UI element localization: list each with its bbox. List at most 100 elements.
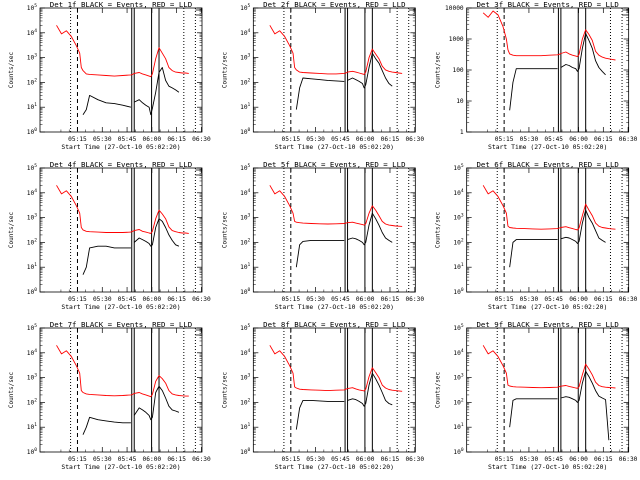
y-axis-label: Counts/sec <box>221 52 228 89</box>
y-axis-label: Counts/sec <box>8 212 15 249</box>
x-tick-label: 06:30 <box>619 136 638 143</box>
panel-title: Det 1f BLACK = Events, RED = LLD <box>50 0 192 9</box>
y-tick-label: 1000 <box>449 36 464 43</box>
x-tick-label: 06:30 <box>192 136 211 143</box>
y-tick-label: 100 <box>240 287 250 296</box>
y-tick-label: 1 <box>460 129 464 136</box>
lld-series-line <box>56 25 189 78</box>
y-tick-label: 103 <box>453 373 463 382</box>
panel-title: Det 7f BLACK = Events, RED = LLD <box>50 320 192 329</box>
y-tick-label: 104 <box>27 28 37 37</box>
x-tick-label: 06:30 <box>619 296 638 303</box>
plot-frame <box>252 167 416 293</box>
y-tick-label: 104 <box>240 348 250 357</box>
y-tick-label: 105 <box>27 323 37 332</box>
y-tick-label: 100 <box>27 287 37 296</box>
detector-panel-3: Det 3f BLACK = Events, RED = LLD Counts/s… <box>435 0 638 151</box>
bracket-mark <box>622 329 630 336</box>
x-axis-label: Start Time (27-Oct-10 05:02:20) <box>488 463 607 471</box>
events-series-line <box>295 372 393 430</box>
x-tick-label: 05:15 <box>495 456 514 463</box>
x-tick-label: 06:00 <box>569 456 588 463</box>
x-tick-label: 06:15 <box>381 136 400 143</box>
y-tick-label: 100 <box>27 447 37 456</box>
y-tick-label: 105 <box>240 3 250 12</box>
x-tick-label: 06:30 <box>192 456 211 463</box>
y-tick-label: 102 <box>240 237 250 246</box>
detector-panel-5: Det 5f BLACK = Events, RED = LLD Counts/s… <box>221 160 424 311</box>
plot-frame <box>466 327 630 453</box>
x-tick-label: 05:30 <box>306 456 325 463</box>
x-axis-label: Start Time (27-Oct-10 05:02:20) <box>61 303 180 311</box>
y-tick-label: 100 <box>27 127 37 136</box>
y-tick-label: 102 <box>27 397 37 406</box>
x-tick-label: 05:45 <box>544 296 563 303</box>
x-tick-label: 06:30 <box>619 456 638 463</box>
x-tick-label: 05:15 <box>281 296 300 303</box>
detector-panel-4: Det 4f BLACK = Events, RED = LLD Counts/s… <box>8 160 211 311</box>
y-tick-label: 103 <box>27 53 37 62</box>
x-tick-label: 06:00 <box>356 296 375 303</box>
y-tick-label: 102 <box>453 237 463 246</box>
x-tick-label: 05:45 <box>544 456 563 463</box>
x-tick-label: 05:15 <box>68 456 87 463</box>
x-tick-label: 06:15 <box>167 136 186 143</box>
plot-frame <box>39 167 203 293</box>
y-tick-label: 101 <box>240 102 250 111</box>
plot-frame <box>39 327 203 453</box>
y-tick-label: 105 <box>240 323 250 332</box>
x-tick-label: 05:45 <box>118 136 137 143</box>
x-tick-label: 06:15 <box>381 456 400 463</box>
x-tick-label: 05:45 <box>331 296 350 303</box>
x-axis-label: Start Time (27-Oct-10 05:02:20) <box>488 303 607 311</box>
y-tick-label: 104 <box>240 188 250 197</box>
y-tick-label: 104 <box>27 348 37 357</box>
x-tick-label: 05:30 <box>306 136 325 143</box>
lld-series-line <box>269 185 403 227</box>
bracket-mark <box>195 329 203 336</box>
x-tick-label: 05:45 <box>331 456 350 463</box>
x-tick-label: 05:30 <box>306 296 325 303</box>
y-tick-label: 100 <box>453 287 463 296</box>
bracket-mark <box>195 169 203 176</box>
y-tick-label: 10 <box>456 98 464 105</box>
x-tick-label: 05:45 <box>118 296 137 303</box>
y-axis-label: Counts/sec <box>221 372 228 409</box>
events-series-line <box>509 370 610 441</box>
y-tick-label: 103 <box>453 213 463 222</box>
panel-title: Det 8f BLACK = Events, RED = LLD <box>263 320 405 329</box>
y-tick-label: 102 <box>240 77 250 86</box>
y-tick-label: 105 <box>27 3 37 12</box>
x-axis-label: Start Time (27-Oct-10 05:02:20) <box>61 463 180 471</box>
y-tick-label: 104 <box>453 348 463 357</box>
lld-series-line <box>269 25 403 75</box>
y-tick-label: 100 <box>452 67 463 74</box>
y-tick-label: 100 <box>240 127 250 136</box>
events-series-line <box>295 52 393 110</box>
events-series-line <box>295 212 393 268</box>
x-tick-label: 05:15 <box>281 456 300 463</box>
y-tick-label: 104 <box>27 188 37 197</box>
y-tick-label: 102 <box>240 397 250 406</box>
y-tick-label: 101 <box>453 422 463 431</box>
x-tick-label: 06:00 <box>569 136 588 143</box>
y-tick-label: 101 <box>240 262 250 271</box>
y-tick-label: 101 <box>27 262 37 271</box>
lld-series-line <box>482 10 616 61</box>
panel-title: Det 2f BLACK = Events, RED = LLD <box>263 0 405 9</box>
y-axis-label: Counts/sec <box>221 212 228 249</box>
x-tick-label: 06:30 <box>192 296 211 303</box>
detector-panel-6: Det 6f BLACK = Events, RED = LLD Counts/s… <box>435 160 638 311</box>
y-tick-label: 102 <box>27 237 37 246</box>
plot-frame <box>466 7 630 133</box>
x-tick-label: 05:15 <box>495 136 514 143</box>
x-tick-label: 05:30 <box>520 456 539 463</box>
y-tick-label: 103 <box>240 53 250 62</box>
panel-title: Det 9f BLACK = Events, RED = LLD <box>476 320 618 329</box>
events-series-line <box>82 385 180 435</box>
detector-panel-2: Det 2f BLACK = Events, RED = LLD Counts/s… <box>221 0 424 151</box>
y-tick-label: 105 <box>453 163 463 172</box>
plot-frame <box>39 7 203 133</box>
lld-series-line <box>269 345 403 392</box>
